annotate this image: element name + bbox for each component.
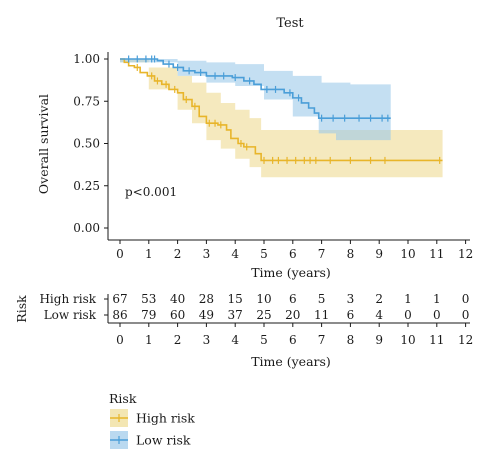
- risk-count: 0: [462, 292, 470, 306]
- high-risk-confidence-band: [120, 59, 443, 183]
- risk-count: 15: [228, 292, 243, 306]
- chart-title: Test: [276, 16, 304, 31]
- risk-x-tick-label: 7: [318, 333, 326, 347]
- risk-x-tick-label: 11: [429, 333, 444, 347]
- x-tick-label: 3: [203, 247, 211, 261]
- risk-count: 3: [347, 292, 355, 306]
- x-tick-label: 2: [174, 247, 182, 261]
- risk-count: 37: [228, 308, 243, 322]
- risk-count: 0: [433, 308, 441, 322]
- risk-x-tick-label: 4: [231, 333, 239, 347]
- risk-count: 53: [141, 292, 156, 306]
- risk-count: 79: [141, 308, 156, 322]
- x-tick-label: 4: [231, 247, 239, 261]
- risk-count: 11: [314, 308, 329, 322]
- risk-x-tick-label: 1: [145, 333, 153, 347]
- risk-count: 28: [199, 292, 214, 306]
- risk-x-axis-ticks: 0 1 2 3 4 5 6 7 8 9 10 11 12: [116, 323, 473, 347]
- confidence-bands: [120, 59, 443, 183]
- low-risk-confidence-band: [120, 59, 391, 141]
- y-tick-label: 0.50: [73, 137, 100, 151]
- risk-x-tick-label: 9: [375, 333, 383, 347]
- risk-x-tick-label: 0: [116, 333, 124, 347]
- risk-count: 6: [347, 308, 355, 322]
- risk-count: 67: [112, 292, 127, 306]
- y-tick-label: 0.00: [73, 221, 100, 235]
- x-tick-label: 8: [347, 247, 355, 261]
- risk-table-y-title: Risk: [14, 295, 29, 323]
- risk-count: 20: [285, 308, 300, 322]
- legend: Risk High risk Low risk: [109, 391, 195, 449]
- legend-label-low-risk: Low risk: [136, 433, 191, 448]
- risk-x-axis-title: Time (years): [251, 354, 331, 369]
- x-tick-label: 6: [289, 247, 297, 261]
- risk-x-tick-label: 3: [203, 333, 211, 347]
- low-risk-survival-curve: [120, 58, 391, 119]
- risk-count: 5: [318, 292, 326, 306]
- risk-x-tick-label: 6: [289, 333, 297, 347]
- legend-title: Risk: [109, 391, 137, 406]
- x-axis-ticks: 0 1 2 3 4 5 6 7 8 9 10 11 12: [116, 240, 473, 261]
- risk-count: 6: [289, 292, 297, 306]
- risk-count: 40: [170, 292, 185, 306]
- x-tick-label: 12: [458, 247, 473, 261]
- risk-count: 86: [112, 308, 127, 322]
- risk-count: 25: [256, 308, 271, 322]
- risk-count: 1: [404, 292, 412, 306]
- risk-count: 60: [170, 308, 185, 322]
- risk-x-tick-label: 2: [174, 333, 182, 347]
- y-tick-label: 0.25: [73, 179, 100, 193]
- risk-x-tick-label: 10: [400, 333, 415, 347]
- km-plot: 0.000.250.500.751.00 0 1 2 3 4 5 6 7 8 9 10 11 12 Ov…: [36, 52, 473, 280]
- legend-items: High risk Low risk: [110, 409, 195, 449]
- legend-label-high-risk: High risk: [136, 411, 195, 426]
- risk-x-tick-label: 12: [458, 333, 473, 347]
- legend-item-low-risk: Low risk: [110, 431, 191, 449]
- y-axis-ticks: 0.00 0.25 0.50 0.75 1.00: [73, 52, 108, 235]
- risk-count: 0: [404, 308, 412, 322]
- y-tick-label: 1.00: [73, 52, 100, 66]
- x-tick-label: 9: [375, 247, 383, 261]
- x-axis-title: Time (years): [251, 265, 331, 280]
- x-tick-label: 5: [260, 247, 268, 261]
- x-tick-label: 0: [116, 247, 124, 261]
- y-axis-title: Overall survival: [36, 94, 51, 194]
- x-tick-label: 1: [145, 247, 153, 261]
- high-risk-survival-curve: [120, 58, 443, 162]
- risk-count: 2: [375, 292, 383, 306]
- risk-x-tick-label: 5: [260, 333, 268, 347]
- x-tick-label: 10: [400, 247, 415, 261]
- censor-marks: [128, 55, 441, 164]
- risk-row-label: Low risk: [44, 308, 97, 322]
- risk-count: 4: [375, 308, 383, 322]
- y-tick-label: 0.75: [73, 94, 100, 108]
- p-value-annotation: p<0.001: [125, 185, 177, 199]
- survival-curves: [120, 58, 443, 162]
- risk-count: 10: [256, 292, 271, 306]
- legend-item-high-risk: High risk: [110, 409, 195, 427]
- risk-row-label: High risk: [39, 292, 96, 306]
- risk-count: 1: [433, 292, 441, 306]
- risk-x-tick-label: 8: [347, 333, 355, 347]
- risk-count: 49: [199, 308, 214, 322]
- x-tick-label: 7: [318, 247, 326, 261]
- x-tick-label: 11: [429, 247, 444, 261]
- risk-count: 0: [462, 308, 470, 322]
